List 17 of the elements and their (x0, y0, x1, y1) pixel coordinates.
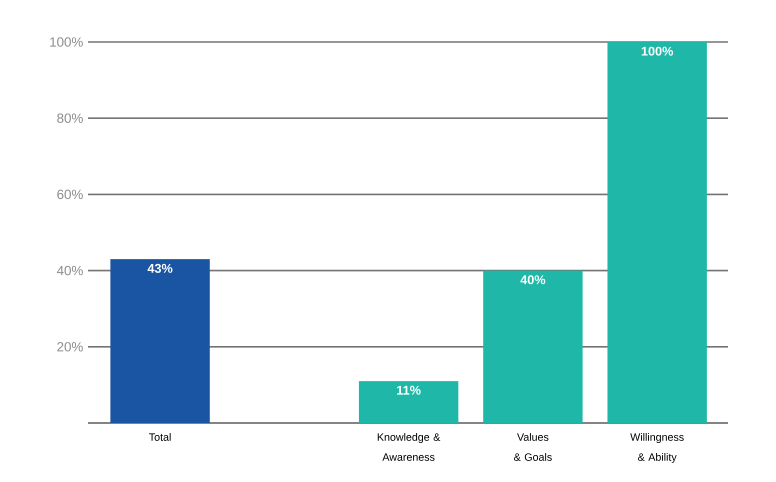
x-tick-label: Knowledge & Awareness (378, 433, 440, 461)
y-tick-label: 80% (57, 113, 83, 123)
y-tick-label: 20% (57, 342, 83, 352)
data-label: 43% (148, 264, 172, 273)
data-label: 11% (397, 386, 421, 395)
data-label: 40% (520, 275, 546, 284)
y-tick-label: 60% (57, 190, 83, 200)
y-tick-label: 100% (50, 37, 83, 47)
bar (483, 270, 583, 423)
bar (607, 42, 707, 423)
x-tick-label: Total (149, 433, 171, 441)
x-tick-label: Values & Goals (514, 433, 552, 461)
y-tick-label: 40% (56, 266, 83, 276)
bar (358, 381, 458, 423)
bar (110, 259, 210, 423)
data-label: 100% (642, 46, 674, 56)
x-tick-label: Willingness & Ability (630, 433, 684, 463)
